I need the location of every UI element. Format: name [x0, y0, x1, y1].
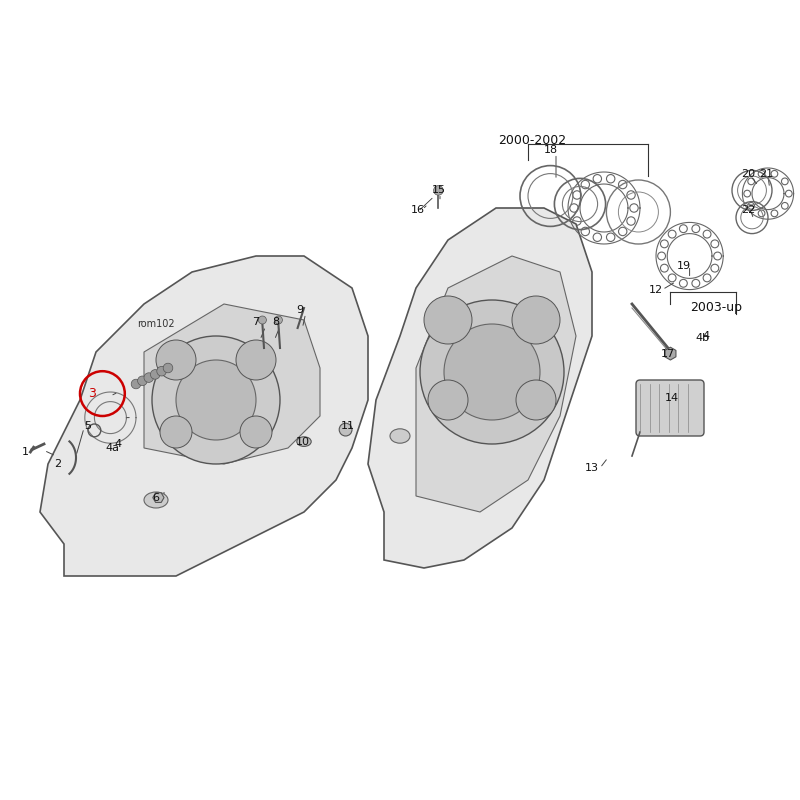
Circle shape	[156, 340, 196, 380]
Text: 16: 16	[410, 205, 425, 214]
Text: 4b: 4b	[695, 333, 710, 342]
Text: 15: 15	[431, 186, 446, 195]
Text: 6: 6	[153, 493, 159, 502]
Circle shape	[176, 360, 256, 440]
Circle shape	[131, 379, 141, 389]
Circle shape	[157, 366, 166, 376]
Ellipse shape	[297, 437, 311, 446]
Circle shape	[444, 324, 540, 420]
Polygon shape	[665, 347, 676, 360]
Text: 11: 11	[341, 421, 355, 430]
Circle shape	[236, 340, 276, 380]
Text: 17: 17	[661, 349, 675, 358]
Text: 4a: 4a	[105, 443, 119, 453]
Circle shape	[512, 296, 560, 344]
Text: rom102: rom102	[137, 319, 175, 329]
Text: 13: 13	[585, 463, 599, 473]
Text: 5: 5	[85, 421, 91, 430]
Circle shape	[428, 380, 468, 420]
Text: 22: 22	[741, 205, 755, 214]
Text: 2003-up: 2003-up	[690, 302, 742, 314]
FancyBboxPatch shape	[636, 380, 704, 436]
Ellipse shape	[144, 492, 168, 508]
Text: 18: 18	[543, 146, 558, 155]
Text: 4: 4	[702, 331, 709, 341]
Text: 1: 1	[22, 447, 29, 457]
Circle shape	[150, 370, 160, 379]
Circle shape	[258, 316, 266, 324]
Circle shape	[339, 423, 352, 436]
Text: 14: 14	[665, 394, 679, 403]
Text: 9: 9	[297, 306, 303, 315]
Polygon shape	[368, 208, 592, 568]
Text: 3: 3	[88, 387, 96, 400]
Text: 20: 20	[741, 170, 755, 179]
Circle shape	[138, 376, 147, 386]
Circle shape	[420, 300, 564, 444]
Polygon shape	[144, 304, 320, 464]
Circle shape	[274, 316, 282, 324]
Circle shape	[516, 380, 556, 420]
Polygon shape	[40, 256, 368, 576]
Text: 4: 4	[115, 439, 122, 449]
Text: 19: 19	[677, 261, 691, 270]
Circle shape	[163, 363, 173, 373]
Text: 7: 7	[253, 317, 259, 326]
Circle shape	[434, 186, 443, 195]
Text: 21: 21	[759, 170, 774, 179]
Text: 2000-2002: 2000-2002	[498, 134, 566, 146]
Text: 10: 10	[295, 437, 310, 446]
Polygon shape	[416, 256, 576, 512]
Circle shape	[160, 416, 192, 448]
Circle shape	[240, 416, 272, 448]
Polygon shape	[153, 493, 164, 502]
Text: 2: 2	[54, 459, 61, 469]
Circle shape	[424, 296, 472, 344]
Circle shape	[152, 336, 280, 464]
Circle shape	[144, 373, 154, 382]
Text: 12: 12	[649, 285, 663, 294]
Ellipse shape	[390, 429, 410, 443]
Text: 8: 8	[273, 317, 279, 326]
